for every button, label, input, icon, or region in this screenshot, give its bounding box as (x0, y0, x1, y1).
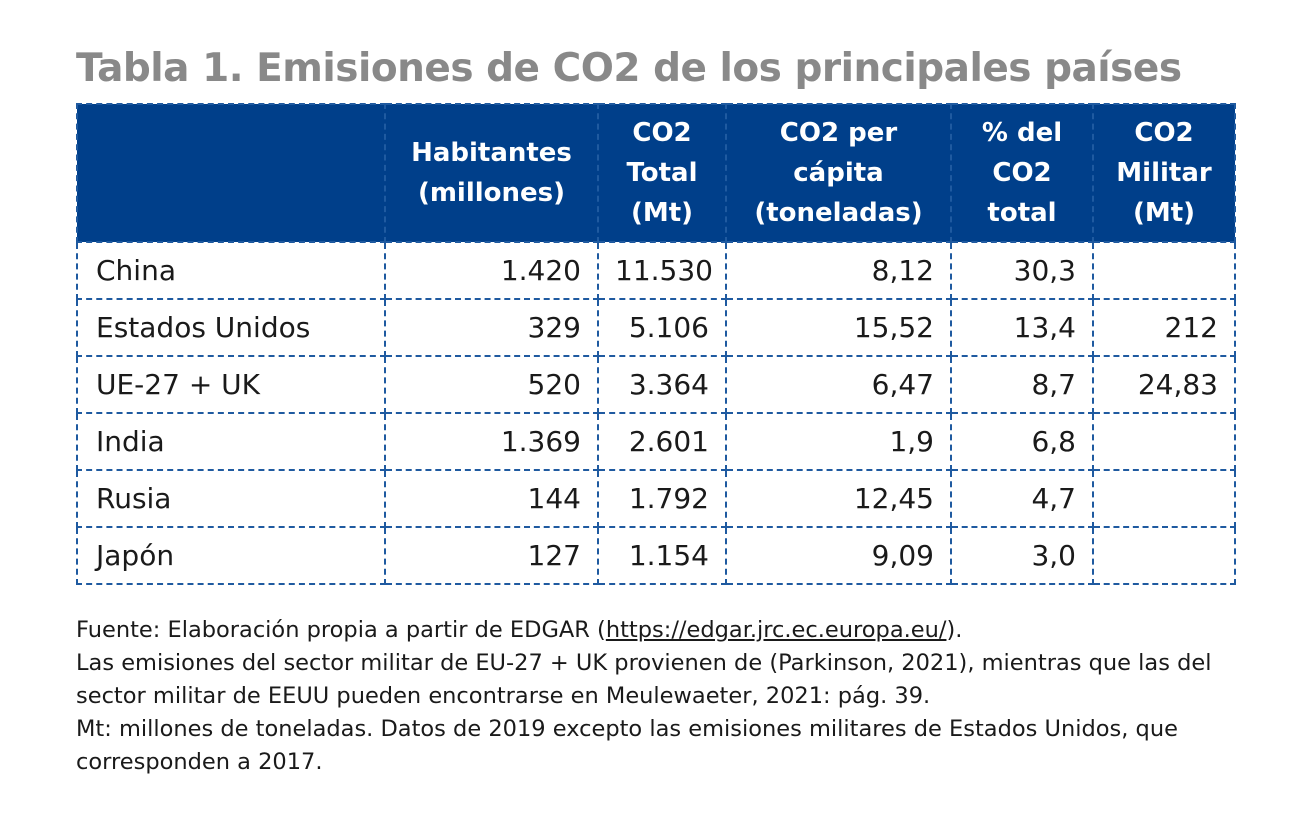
co2-total-cell: 2.601 (597, 412, 727, 471)
co2-per-capita-cell: 12,45 (725, 469, 952, 528)
co2-share-cell: 6,8 (950, 412, 1094, 471)
table-row: Rusia 144 1.792 12,45 4,7 (76, 469, 1236, 528)
header-population: Habitantes (millones) (384, 103, 599, 243)
military-note: Las emisiones del sector militar de EU-2… (76, 650, 1212, 709)
table-row: UE-27 + UK 520 3.364 6,47 8,7 24,83 (76, 355, 1236, 414)
co2-total-cell: 5.106 (597, 298, 727, 357)
header-country (76, 103, 386, 243)
source-prefix: Fuente: Elaboración propia a partir de E… (76, 617, 606, 643)
co2-military-cell (1092, 412, 1236, 471)
country-cell: Estados Unidos (76, 298, 386, 357)
header-co2-share: % del CO2 total (950, 103, 1094, 243)
co2-per-capita-cell: 8,12 (725, 241, 952, 300)
co2-share-cell: 8,7 (950, 355, 1094, 414)
header-co2-military: CO2 Militar (Mt) (1092, 103, 1236, 243)
table-notes: Fuente: Elaboración propia a partir de E… (76, 614, 1256, 779)
co2-total-cell: 3.364 (597, 355, 727, 414)
population-cell: 144 (384, 469, 599, 528)
population-cell: 520 (384, 355, 599, 414)
co2-military-cell: 24,83 (1092, 355, 1236, 414)
source-suffix: ). (946, 617, 963, 643)
header-co2-per-capita: CO2 per cápita (toneladas) (725, 103, 952, 243)
table-row: China 1.420 11.530 8,12 30,3 (76, 241, 1236, 300)
country-cell: Rusia (76, 469, 386, 528)
co2-share-cell: 13,4 (950, 298, 1094, 357)
co2-per-capita-cell: 1,9 (725, 412, 952, 471)
country-cell: UE-27 + UK (76, 355, 386, 414)
table-row: Estados Unidos 329 5.106 15,52 13,4 212 (76, 298, 1236, 357)
population-cell: 1.420 (384, 241, 599, 300)
co2-total-cell: 1.792 (597, 469, 727, 528)
co2-total-cell: 11.530 (597, 241, 727, 300)
co2-per-capita-cell: 9,09 (725, 526, 952, 585)
units-note: Mt: millones de toneladas. Datos de 2019… (76, 716, 1178, 775)
table-row: India 1.369 2.601 1,9 6,8 (76, 412, 1236, 471)
co2-share-cell: 30,3 (950, 241, 1094, 300)
population-cell: 329 (384, 298, 599, 357)
country-cell: India (76, 412, 386, 471)
co2-share-cell: 4,7 (950, 469, 1094, 528)
co2-military-cell: 212 (1092, 298, 1236, 357)
country-cell: China (76, 241, 386, 300)
header-row: Habitantes (millones) CO2 Total (Mt) CO2… (76, 103, 1236, 243)
co2-military-cell (1092, 526, 1236, 585)
header-co2-total: CO2 Total (Mt) (597, 103, 727, 243)
table-title: Tabla 1. Emisiones de CO2 de los princip… (76, 46, 1182, 91)
country-cell: Japón (76, 526, 386, 585)
population-cell: 127 (384, 526, 599, 585)
co2-share-cell: 3,0 (950, 526, 1094, 585)
co2-military-cell (1092, 469, 1236, 528)
source-note: Fuente: Elaboración propia a partir de E… (76, 614, 1256, 647)
co2-total-cell: 1.154 (597, 526, 727, 585)
table-row: Japón 127 1.154 9,09 3,0 (76, 526, 1236, 585)
emissions-table: Habitantes (millones) CO2 Total (Mt) CO2… (76, 103, 1236, 585)
co2-per-capita-cell: 15,52 (725, 298, 952, 357)
population-cell: 1.369 (384, 412, 599, 471)
co2-per-capita-cell: 6,47 (725, 355, 952, 414)
co2-military-cell (1092, 241, 1236, 300)
edgar-link[interactable]: https://edgar.jrc.ec.europa.eu/ (605, 617, 947, 643)
